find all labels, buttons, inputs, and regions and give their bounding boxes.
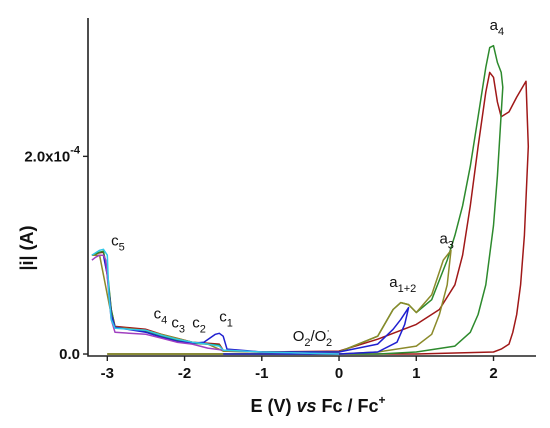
series-line-3	[91, 249, 452, 355]
peak-label: O2/O· 2	[293, 325, 332, 349]
peak-label-sub: 2	[326, 337, 332, 349]
series-line-6	[91, 248, 340, 355]
x-tick-label: 2	[489, 365, 497, 382]
x-tick-label: -1	[255, 365, 268, 382]
peak-label-base: c	[171, 314, 179, 331]
peak-label: a1+2	[389, 274, 416, 295]
peak-label: c4	[154, 305, 168, 326]
peak-label: c2	[192, 314, 206, 335]
peak-label: c1	[219, 308, 233, 329]
x-axis-title: E (V) vs Fc / Fc+	[250, 393, 385, 416]
x-tick-label: 1	[412, 365, 420, 382]
x-tick-label: 0	[335, 365, 343, 382]
x-axis-title-sup: +	[379, 393, 386, 407]
peak-label: c3	[171, 314, 185, 335]
peak-label: a4	[490, 17, 504, 38]
peak-label-base: c	[154, 305, 162, 322]
peak-label: a3	[439, 230, 453, 251]
y-axis-title: |i| (A)	[17, 225, 37, 270]
x-axis-title-ref: Fc / Fc	[317, 396, 379, 416]
peak-label-mid: /O	[310, 328, 326, 345]
y-tick-exponent: -4	[70, 144, 81, 156]
series-layer	[91, 44, 530, 355]
x-tick-label: -2	[178, 365, 191, 382]
peak-label-sub: 2	[200, 323, 206, 335]
peak-label-sub: 5	[119, 241, 125, 253]
peak-label-sub: 3	[448, 239, 454, 251]
peak-label-base: a	[389, 274, 398, 291]
y-tick-label: 2.0x10-4	[24, 144, 81, 165]
series-line-2	[91, 44, 504, 355]
x-tick-label: -3	[101, 365, 114, 382]
peak-label-base: a	[490, 17, 499, 34]
peak-label-base: c	[219, 308, 227, 325]
x-axis-title-main: E (V)	[250, 396, 296, 416]
y-tick-label: 0.0	[59, 346, 80, 363]
peak-label-sub: 2	[304, 337, 310, 349]
plot-area	[87, 18, 536, 357]
axis-layer: -3 -2 -1 0 1 2 0.0 2.0x10-4	[24, 144, 497, 382]
peak-label-sub: 1+2	[398, 283, 417, 295]
peak-label-base: O	[293, 328, 305, 345]
peak-label-base: c	[111, 232, 119, 249]
peak-label-sub: 4	[498, 26, 504, 38]
peak-label-base: a	[439, 230, 448, 247]
peak-label-sub: 3	[179, 323, 185, 335]
axis-frame	[87, 18, 536, 357]
peak-label-sup: ·	[326, 325, 330, 337]
peak-label-sub: 4	[161, 314, 167, 326]
x-axis-title-vs: vs	[296, 396, 316, 416]
series-line-4	[102, 255, 410, 355]
peak-label-sub: 1	[227, 317, 233, 329]
peak-label-base: c	[192, 314, 200, 331]
peak-label: c5	[111, 232, 125, 253]
